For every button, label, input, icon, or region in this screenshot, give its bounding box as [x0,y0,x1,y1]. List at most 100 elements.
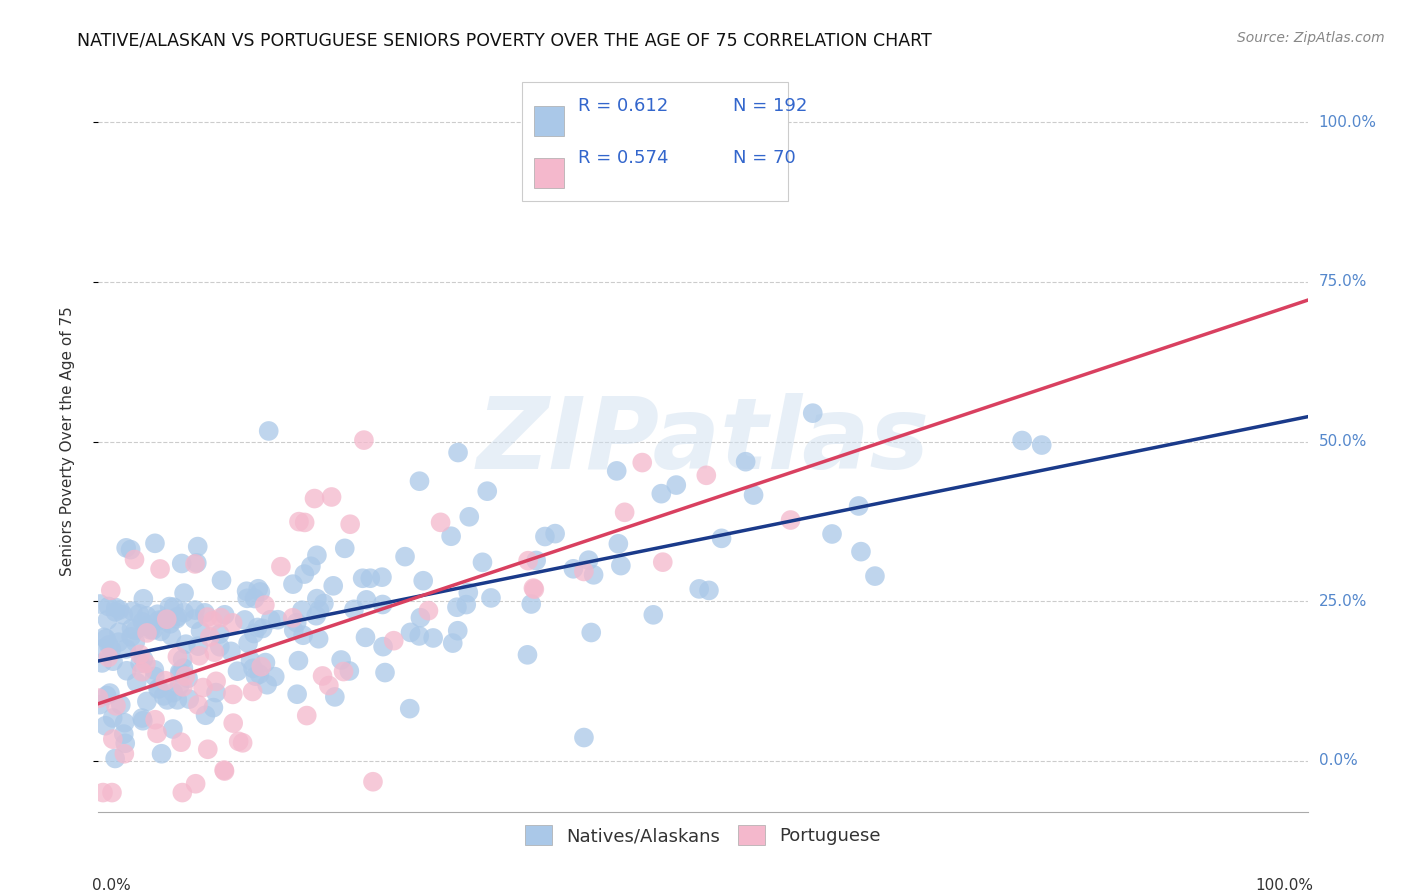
Point [710,532,733,546]
Point [131,665,153,679]
Point [330,653,353,667]
Point [89,597,111,611]
Point [610,558,633,573]
Text: 100.0%: 100.0% [1256,879,1313,892]
Point [143,536,166,550]
Point [440,529,463,543]
Point [305,608,328,623]
Point [247,582,270,596]
Point [135,619,157,633]
Text: 100.0%: 100.0% [1319,115,1376,130]
Text: 75.0%: 75.0% [1319,275,1367,290]
Point [212,763,235,777]
Point [136,626,159,640]
Point [162,722,184,736]
Point [333,541,356,556]
Point [169,666,191,681]
Point [97,650,120,665]
Point [162,600,184,615]
Point [132,714,155,728]
Point [409,610,432,624]
Point [152,613,174,627]
Point [252,622,274,636]
Point [524,553,547,567]
Point [101,711,124,725]
Point [159,616,181,631]
Point [146,681,169,696]
Legend: Natives/Alaskans, Portuguese: Natives/Alaskans, Portuguese [516,815,890,855]
Text: NATIVE/ALASKAN VS PORTUGUESE SENIORS POVERTY OVER THE AGE OF 75 CORRELATION CHAR: NATIVE/ALASKAN VS PORTUGUESE SENIORS POV… [77,31,932,49]
Point [308,632,330,646]
Point [174,669,197,683]
Point [184,603,207,617]
Point [114,715,136,730]
Point [226,664,249,678]
Point [184,557,207,571]
Text: R = 0.574: R = 0.574 [578,149,669,167]
Point [418,604,440,618]
Point [243,626,266,640]
Point [441,636,464,650]
Point [165,612,187,626]
Point [643,607,665,622]
Point [91,786,114,800]
Point [236,636,259,650]
Point [242,684,264,698]
Point [194,708,217,723]
Point [456,598,478,612]
Point [399,625,422,640]
Point [353,433,375,447]
Point [108,625,131,640]
Point [322,579,344,593]
Point [197,742,219,756]
Point [352,571,374,585]
Point [408,629,430,643]
Point [107,635,129,649]
Point [222,687,245,701]
Point [135,608,157,623]
Point [202,700,225,714]
Point [292,628,315,642]
Point [169,679,191,693]
Point [209,610,232,624]
Point [305,591,328,606]
Point [129,648,152,662]
Point [311,669,333,683]
Point [779,513,801,527]
Point [356,593,378,607]
Point [523,582,546,597]
Point [115,641,138,656]
Point [742,488,765,502]
Point [447,624,470,638]
Point [446,600,468,615]
Point [197,610,219,624]
Point [104,751,127,765]
Point [697,583,720,598]
Point [104,600,127,615]
Point [582,567,605,582]
Point [166,693,188,707]
Point [295,708,318,723]
Point [112,747,135,761]
Point [734,455,756,469]
Point [172,680,194,694]
FancyBboxPatch shape [534,106,564,136]
Point [323,690,346,704]
Point [291,603,314,617]
Point [170,557,193,571]
Point [233,613,256,627]
Point [651,555,673,569]
Point [281,577,304,591]
Point [606,464,628,478]
Point [159,599,181,614]
Point [112,607,135,622]
Point [318,679,340,693]
Point [194,606,217,620]
Point [115,664,138,678]
Point [422,631,444,645]
Point [87,691,110,706]
Point [150,747,173,761]
Point [100,642,122,657]
Point [124,624,146,638]
Point [259,613,281,627]
